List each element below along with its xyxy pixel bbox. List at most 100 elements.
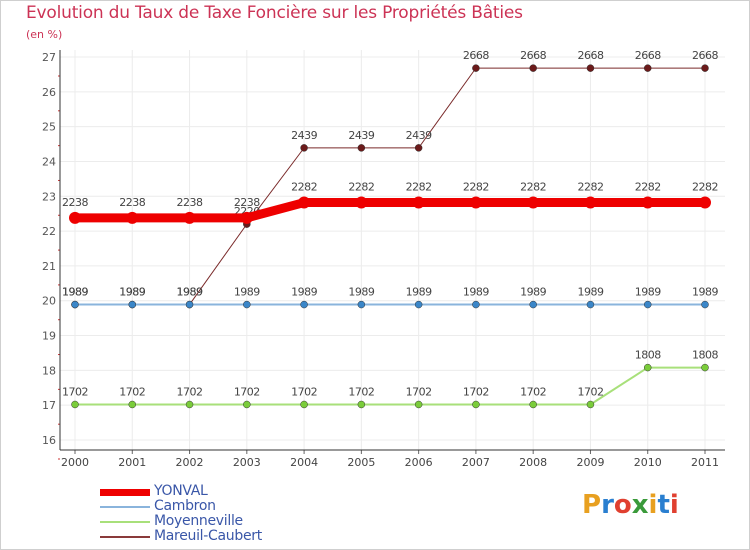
data-label: 2282 bbox=[463, 181, 489, 194]
legend-label-mareuil-caubert: Mareuil-Caubert bbox=[154, 528, 262, 544]
data-label: 2668 bbox=[520, 49, 546, 62]
legend-swatch-yonval bbox=[100, 488, 150, 496]
data-point bbox=[69, 211, 81, 224]
unit-label: (en %) bbox=[26, 28, 63, 41]
data-label: 1702 bbox=[177, 385, 203, 398]
data-label: 1808 bbox=[692, 349, 718, 362]
legend-swatch-moyenneville bbox=[100, 521, 150, 523]
data-label: 2282 bbox=[406, 181, 432, 194]
data-label: 1808 bbox=[635, 349, 661, 362]
logo-letter: i bbox=[648, 490, 658, 520]
data-point bbox=[472, 400, 480, 409]
x-tick-label: 2003 bbox=[233, 456, 261, 469]
y-tick-label: 25 bbox=[42, 121, 56, 134]
data-label: 1989 bbox=[62, 286, 88, 299]
data-point bbox=[243, 400, 251, 409]
series-line bbox=[70, 198, 710, 223]
data-label: 2282 bbox=[577, 181, 603, 194]
data-label: 1702 bbox=[577, 385, 603, 398]
data-point bbox=[469, 196, 482, 209]
data-label: 1989 bbox=[291, 286, 317, 299]
logo-letter: P bbox=[582, 490, 602, 520]
data-label: 2439 bbox=[406, 129, 432, 142]
data-label: 1989 bbox=[234, 286, 260, 299]
data-point bbox=[527, 196, 540, 209]
data-point bbox=[126, 211, 139, 224]
data-label: 2282 bbox=[348, 181, 374, 194]
data-label: 2668 bbox=[463, 49, 489, 62]
data-point bbox=[185, 400, 194, 409]
data-point bbox=[529, 300, 537, 309]
data-point bbox=[128, 300, 137, 309]
y-tick-label: 23 bbox=[42, 190, 56, 203]
y-tick-label: 26 bbox=[42, 86, 56, 99]
data-label: 1702 bbox=[463, 385, 489, 398]
data-label: 1989 bbox=[577, 286, 603, 299]
data-point bbox=[641, 196, 654, 209]
x-tick-label: 2010 bbox=[634, 456, 662, 469]
data-label: 2439 bbox=[348, 129, 374, 142]
logo-letter: r bbox=[601, 490, 614, 520]
data-label: 1702 bbox=[234, 385, 260, 398]
x-tick-label: 2004 bbox=[290, 456, 318, 469]
data-label: 1989 bbox=[463, 286, 489, 299]
x-tick-label: 2000 bbox=[61, 456, 89, 469]
data-point bbox=[643, 363, 652, 372]
data-point bbox=[183, 211, 196, 224]
data-point bbox=[472, 300, 480, 309]
data-point bbox=[243, 300, 251, 309]
logo-letter: x bbox=[631, 490, 649, 520]
legend-label-cambron: Cambron bbox=[154, 498, 216, 514]
data-point bbox=[300, 144, 308, 152]
x-tick-label: 2009 bbox=[576, 456, 604, 469]
data-point bbox=[71, 300, 79, 309]
data-point bbox=[240, 211, 253, 224]
data-label: 1989 bbox=[119, 286, 145, 299]
data-point bbox=[357, 400, 366, 409]
chart-title: Evolution du Taux de Taxe Foncière sur l… bbox=[26, 3, 523, 23]
data-label: 2282 bbox=[520, 181, 546, 194]
x-tick-label: 2006 bbox=[405, 456, 433, 469]
data-point bbox=[414, 144, 423, 152]
data-point bbox=[643, 300, 652, 309]
data-label: 1702 bbox=[520, 385, 546, 398]
data-point bbox=[529, 400, 537, 409]
data-point bbox=[357, 144, 366, 152]
data-label: 1989 bbox=[119, 286, 145, 299]
data-point bbox=[300, 300, 308, 309]
legend-swatch-cambron bbox=[100, 506, 150, 508]
data-point bbox=[71, 400, 79, 409]
legend-label-yonval: YONVAL bbox=[154, 483, 208, 499]
data-label: 2439 bbox=[291, 129, 317, 142]
data-label: 1702 bbox=[291, 385, 317, 398]
legend-label-moyenneville: Moyenneville bbox=[154, 513, 243, 529]
data-label: 1989 bbox=[520, 286, 546, 299]
x-tick-label: 2007 bbox=[462, 456, 490, 469]
y-tick-label: 24 bbox=[42, 155, 56, 168]
data-label: 2282 bbox=[291, 181, 317, 194]
data-label: 2238 bbox=[177, 196, 203, 209]
data-point bbox=[185, 300, 194, 309]
y-tick-label: 20 bbox=[42, 295, 56, 308]
y-tick-label: 17 bbox=[42, 399, 56, 412]
data-point bbox=[699, 196, 711, 209]
data-label: 2238 bbox=[62, 196, 88, 209]
data-point bbox=[414, 300, 423, 309]
data-label: 1989 bbox=[635, 286, 661, 299]
y-tick-label: 21 bbox=[42, 260, 56, 273]
data-point bbox=[472, 64, 480, 72]
data-point bbox=[529, 64, 537, 72]
data-point bbox=[357, 300, 366, 309]
data-point bbox=[586, 64, 595, 72]
logo-letter: i bbox=[669, 490, 679, 520]
x-tick-label: 2001 bbox=[118, 456, 146, 469]
plot-area bbox=[60, 50, 725, 450]
y-tick-label: 22 bbox=[42, 225, 56, 238]
data-point bbox=[414, 400, 423, 409]
data-point bbox=[412, 196, 425, 209]
data-point bbox=[643, 64, 652, 72]
data-point bbox=[584, 196, 597, 209]
series-line bbox=[74, 366, 706, 406]
data-point bbox=[701, 64, 709, 72]
